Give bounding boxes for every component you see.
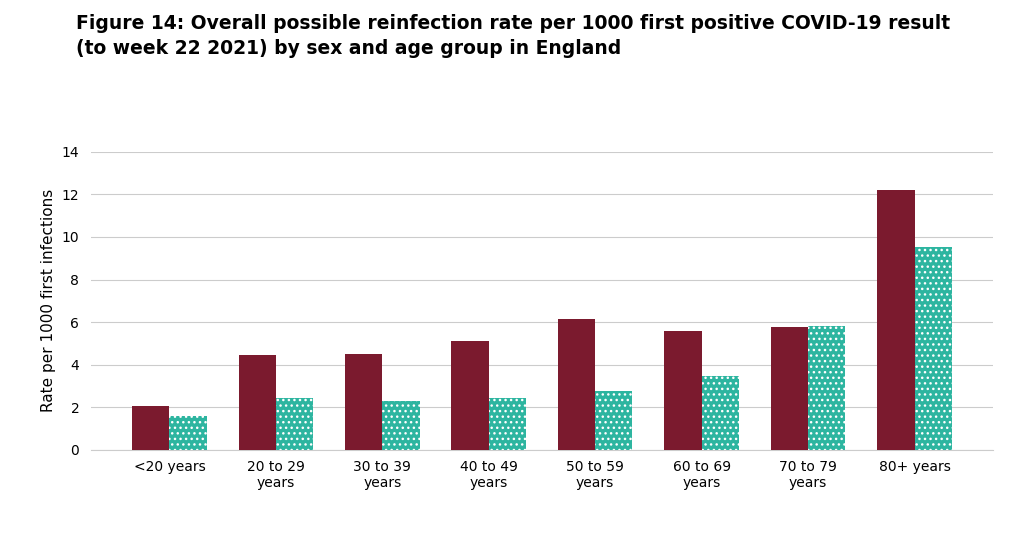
Bar bbox=[488, 398, 526, 450]
Bar bbox=[877, 190, 915, 450]
Bar bbox=[132, 406, 169, 450]
Y-axis label: Rate per 1000 first infections: Rate per 1000 first infections bbox=[42, 189, 56, 412]
Bar bbox=[665, 331, 702, 450]
Bar bbox=[239, 355, 276, 450]
Bar bbox=[452, 341, 488, 450]
Bar bbox=[596, 391, 632, 450]
Bar bbox=[276, 398, 313, 450]
Bar bbox=[771, 327, 808, 450]
Bar bbox=[915, 247, 952, 450]
Bar bbox=[702, 376, 738, 450]
Bar bbox=[808, 326, 845, 450]
Bar bbox=[382, 401, 419, 450]
Bar bbox=[558, 319, 596, 450]
Bar bbox=[169, 416, 207, 450]
Text: Figure 14: Overall possible reinfection rate per 1000 first positive COVID-19 re: Figure 14: Overall possible reinfection … bbox=[76, 14, 950, 57]
Bar bbox=[345, 354, 382, 450]
